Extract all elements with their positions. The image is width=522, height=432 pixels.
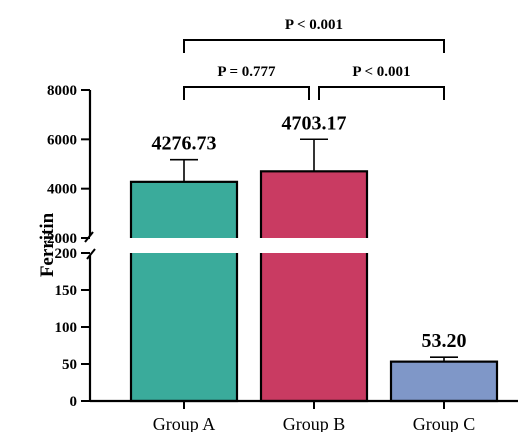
- data-label: 53.20: [422, 330, 467, 352]
- significance-label: P < 0.001: [285, 17, 343, 33]
- bar-group-b: [259, 170, 369, 403]
- x-category-label: Group B: [283, 414, 346, 432]
- y-axis-label: Ferritin: [37, 212, 58, 277]
- significance-bracket: [318, 86, 445, 100]
- bar-group-c: [389, 360, 499, 403]
- significance-bracket: [183, 86, 310, 100]
- significance-label: P = 0.777: [217, 64, 276, 80]
- data-labels-layer: 4276.73 4703.17 53.20: [152, 112, 467, 352]
- y-tick-label: 50: [62, 357, 77, 373]
- y-axis: 2000 4000 6000 8000 0 50 100 150 200: [47, 83, 96, 410]
- error-bars-layer: [170, 138, 458, 362]
- x-category-label: Group A: [153, 414, 216, 432]
- y-tick-label: 150: [55, 283, 78, 299]
- axis-break-gap: [78, 238, 518, 253]
- bars-layer: [129, 170, 499, 403]
- y-tick-label: 8000: [47, 83, 77, 99]
- axis-break-band: [78, 238, 518, 253]
- data-label: 4276.73: [152, 133, 217, 155]
- y-tick-label: 4000: [47, 182, 77, 198]
- y-tick-label: 6000: [47, 132, 77, 148]
- y-tick-label: 2000: [47, 231, 77, 247]
- data-label: 4703.17: [282, 112, 347, 134]
- significance-brackets: P = 0.777 P < 0.001 P < 0.001: [183, 17, 445, 100]
- significance-label: P < 0.001: [352, 64, 410, 80]
- y-tick-label: 0: [70, 394, 78, 410]
- bar-group-a: [129, 180, 239, 403]
- y-tick-label: 100: [55, 320, 78, 336]
- axis-break-mark: [86, 248, 96, 260]
- y-tick-label: 200: [55, 246, 78, 262]
- x-category-label: Group C: [413, 414, 476, 432]
- x-axis: Group A Group B Group C: [90, 399, 518, 432]
- significance-bracket: [183, 39, 445, 53]
